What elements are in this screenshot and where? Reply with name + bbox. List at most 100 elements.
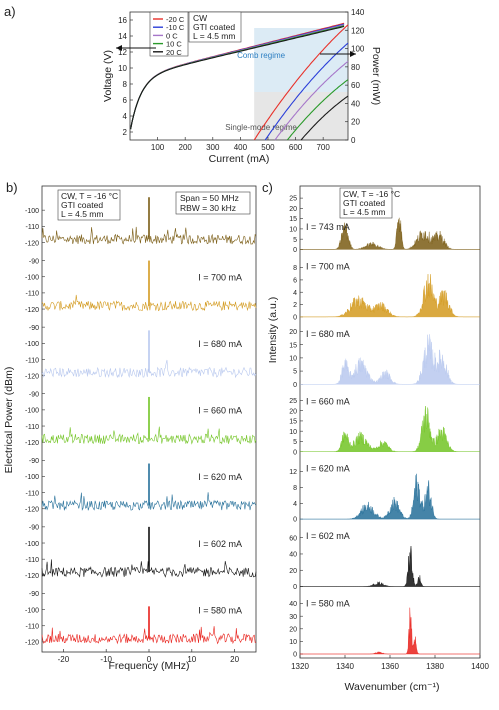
voltage-curves xyxy=(130,22,345,130)
y-tick-label: 25 xyxy=(289,196,297,203)
x-tick-label: 400 xyxy=(234,143,248,152)
power-line xyxy=(264,42,349,141)
rf-trace-group: -90 -100 -110 -120 I = 580 mA xyxy=(25,591,256,647)
y-tick-label: -110 xyxy=(26,291,40,298)
panel-a-x-ticks: 100 200 300 400 500 600 700 xyxy=(151,137,330,152)
y-tick-label: 30 xyxy=(289,614,297,621)
y-tick-label: -110 xyxy=(26,490,40,497)
y-left-tick-label: 10 xyxy=(118,64,127,73)
x-tick-label: 1340 xyxy=(336,662,354,671)
y-tick-label: 10 xyxy=(289,226,297,233)
y-tick-label: 0 xyxy=(293,584,297,591)
regime-label: Comb regime xyxy=(237,51,286,60)
panel-a-y-right-ticks: 0 20 40 60 80 100 120 140 xyxy=(345,8,365,145)
spectrum-area xyxy=(300,405,480,452)
y-left-tick-label: 6 xyxy=(123,96,128,105)
x-tick-label: 0 xyxy=(147,655,152,664)
spectrum-label: I = 660 mA xyxy=(306,396,350,406)
legend-entry: 0 C xyxy=(166,31,178,40)
spectrum-area xyxy=(300,217,480,250)
y-tick-label: -120 xyxy=(25,440,39,447)
y-left-tick-label: 14 xyxy=(118,32,127,41)
y-tick-label: -100 xyxy=(25,408,39,415)
x-tick-label: 700 xyxy=(316,143,330,152)
y-tick-label: 60 xyxy=(289,535,297,542)
y-tick-label: 0 xyxy=(293,449,297,456)
spectrum-group: 0 2 4 6 8 I = 700 mA xyxy=(293,261,480,321)
y-right-tick-label: 40 xyxy=(351,99,360,108)
spectrum-label: I = 580 mA xyxy=(306,599,350,609)
y-tick-label: 0 xyxy=(293,382,297,389)
y-tick-label: 20 xyxy=(289,568,297,575)
y-tick-label: -120 xyxy=(25,307,39,314)
y-tick-label: -100 xyxy=(25,341,39,348)
y-tick-label: -100 xyxy=(25,275,39,282)
y-tick-label: 20 xyxy=(289,206,297,213)
x-tick-label: 100 xyxy=(151,143,165,152)
y-tick-label: -120 xyxy=(25,373,39,380)
panel-c-ylabel: Intensity (a.u.) xyxy=(267,297,279,364)
y-tick-label: 20 xyxy=(289,626,297,633)
regime-region xyxy=(254,92,348,140)
x-tick-label: 600 xyxy=(289,143,303,152)
y-tick-label: 40 xyxy=(289,601,297,608)
y-tick-label: -90 xyxy=(29,325,39,332)
y-tick-label: 4 xyxy=(293,501,297,508)
panel-a-y-left-ticks: 2 4 6 8 10 12 14 16 xyxy=(118,16,133,137)
y-tick-label: -110 xyxy=(26,357,40,364)
y-tick-label: 0 xyxy=(293,247,297,254)
y-tick-label: 0 xyxy=(293,314,297,321)
y-right-tick-label: 20 xyxy=(351,118,360,127)
y-tick-label: 5 xyxy=(293,439,297,446)
y-tick-label: -120 xyxy=(25,507,39,514)
panel-a-info-line: GTI coated xyxy=(193,22,235,32)
optical-spectra: 0 5 10 15 20 25 I = 743 mA 0 2 4 6 8 I = 700 mA 0 5 10 1… xyxy=(289,196,480,659)
y-tick-label: 2 xyxy=(293,302,297,309)
spectrum-area xyxy=(300,473,480,520)
panel-c-x-ticks: 1320 1340 1360 1380 1400 xyxy=(291,655,489,671)
y-left-tick-label: 2 xyxy=(123,128,128,137)
panel-a-ylabel-right: Power (mW) xyxy=(370,47,382,105)
panel-a-info-box: CW GTI coated L = 4.5 mm xyxy=(188,11,242,43)
y-right-tick-label: 60 xyxy=(351,81,360,90)
x-tick-label: -20 xyxy=(58,655,70,664)
panel-c-frame xyxy=(299,185,481,659)
panel-c: c) 0 5 10 15 20 25 I = 743 mA 0 2 4 6 8 I = 700 mA 0 5… xyxy=(262,180,489,693)
power-line xyxy=(274,60,349,141)
spectrum-label: I = 620 mA xyxy=(306,464,350,474)
spectrum-group: 0 4 8 12 I = 620 mA xyxy=(289,464,480,524)
y-tick-label: -100 xyxy=(25,474,39,481)
panel-a-ylabel-left: Voltage (V) xyxy=(102,50,114,102)
y-tick-label: 8 xyxy=(293,485,297,492)
regime-label: Single-mode regime xyxy=(225,123,297,132)
panel-c-info-line: L = 4.5 mm xyxy=(343,207,385,217)
panel-c-label: c) xyxy=(262,180,273,195)
y-tick-label: 5 xyxy=(293,369,297,376)
x-tick-label: -10 xyxy=(100,655,112,664)
y-tick-label: -110 xyxy=(26,624,40,631)
spectrum-group: 0 5 10 15 20 25 I = 743 mA xyxy=(289,196,480,254)
rf-trace-group: -90 -100 -110 -120 I = 602 mA xyxy=(25,525,257,580)
spectrum-group: 0 20 40 60 I = 602 mA xyxy=(289,531,480,591)
panel-b-info-line: CW, T = -16 °C xyxy=(61,191,118,201)
rf-trace-group: -90 -100 -110 -120 I = 700 mA xyxy=(25,258,257,314)
y-tick-label: -120 xyxy=(25,240,39,247)
x-tick-label: 1380 xyxy=(426,662,444,671)
panel-b-info-line: Span = 50 MHz xyxy=(180,193,239,203)
rf-trace-label: I = 700 mA xyxy=(198,273,242,283)
x-tick-label: 20 xyxy=(230,655,239,664)
panel-b-xlabel: Frequency (MHz) xyxy=(108,660,189,672)
x-tick-label: 1320 xyxy=(291,662,309,671)
legend-entry: -20 C xyxy=(166,15,185,24)
spectrum-area xyxy=(300,274,480,318)
y-tick-label: 10 xyxy=(289,429,297,436)
panel-b-info-line: RBW = 30 kHz xyxy=(180,203,236,213)
y-tick-label: -120 xyxy=(25,640,39,647)
y-left-tick-label: 4 xyxy=(123,112,128,121)
y-right-tick-label: 80 xyxy=(351,63,360,72)
x-tick-label: 300 xyxy=(206,143,220,152)
spectrum-area xyxy=(300,607,480,655)
panel-a-label: a) xyxy=(4,4,16,19)
